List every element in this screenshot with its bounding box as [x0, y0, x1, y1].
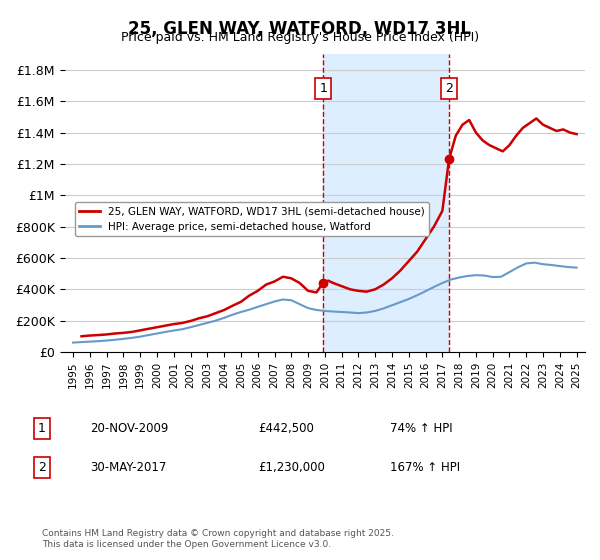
- Text: 1: 1: [319, 82, 327, 95]
- Legend: 25, GLEN WAY, WATFORD, WD17 3HL (semi-detached house), HPI: Average price, semi-: 25, GLEN WAY, WATFORD, WD17 3HL (semi-de…: [75, 202, 430, 236]
- Text: 30-MAY-2017: 30-MAY-2017: [90, 461, 166, 474]
- Text: 1: 1: [38, 422, 46, 435]
- Text: 2: 2: [38, 461, 46, 474]
- Text: 2: 2: [445, 82, 453, 95]
- Text: 167% ↑ HPI: 167% ↑ HPI: [390, 461, 460, 474]
- Bar: [323, 54, 449, 352]
- Text: £1,230,000: £1,230,000: [258, 461, 325, 474]
- Text: 74% ↑ HPI: 74% ↑ HPI: [390, 422, 452, 435]
- Text: Price paid vs. HM Land Registry's House Price Index (HPI): Price paid vs. HM Land Registry's House …: [121, 31, 479, 44]
- Text: 20-NOV-2009: 20-NOV-2009: [90, 422, 169, 435]
- Text: 25, GLEN WAY, WATFORD, WD17 3HL: 25, GLEN WAY, WATFORD, WD17 3HL: [128, 20, 472, 38]
- Text: £442,500: £442,500: [258, 422, 314, 435]
- Text: Contains HM Land Registry data © Crown copyright and database right 2025.
This d: Contains HM Land Registry data © Crown c…: [42, 529, 394, 549]
